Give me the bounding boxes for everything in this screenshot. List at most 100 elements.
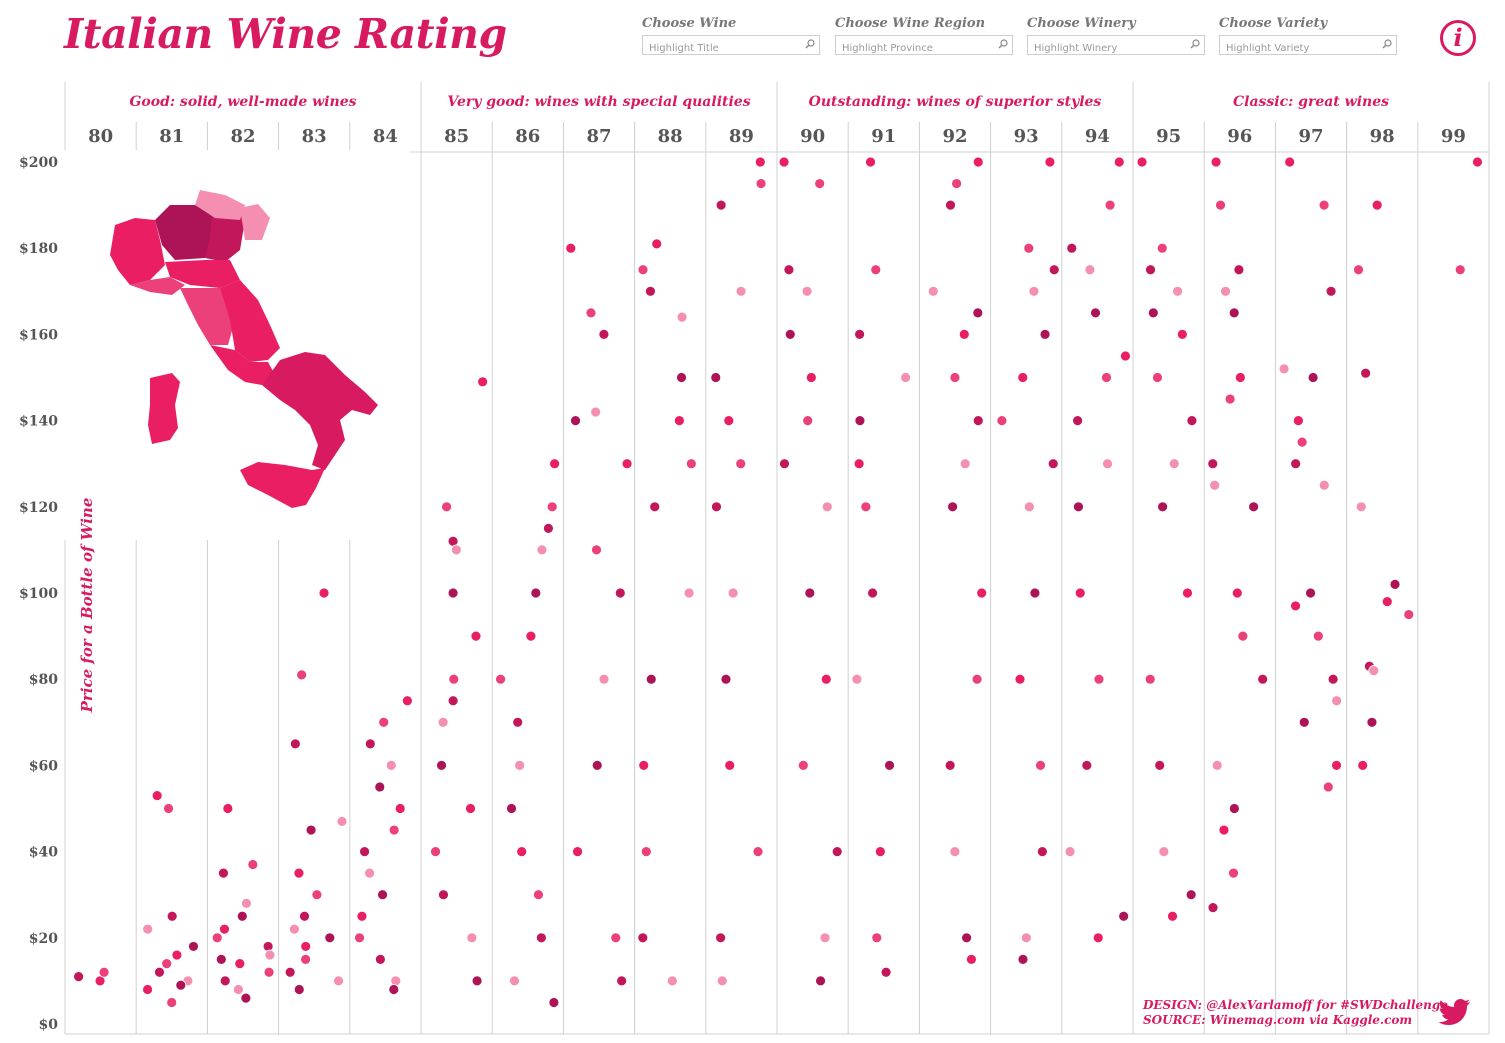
wine-point[interactable] (1305, 587, 1316, 599)
wine-point[interactable] (1318, 479, 1330, 491)
wine-point[interactable] (175, 979, 187, 991)
wine-point[interactable] (735, 285, 747, 297)
wine-point[interactable] (723, 415, 735, 427)
wine-point[interactable] (784, 328, 796, 340)
wine-point[interactable] (1318, 199, 1330, 211)
wine-point[interactable] (1017, 953, 1029, 965)
wine-point[interactable] (1182, 587, 1193, 599)
wine-point[interactable] (1296, 436, 1308, 448)
wine-point[interactable] (1039, 328, 1051, 340)
wine-point[interactable] (447, 587, 459, 599)
wine-point[interactable] (506, 803, 517, 814)
wine-point[interactable] (166, 997, 178, 1008)
wine-point[interactable] (1036, 846, 1048, 857)
wine-point[interactable] (1298, 716, 1310, 728)
wine-point[interactable] (1081, 760, 1093, 771)
wine-point[interactable] (218, 867, 229, 879)
wine-point[interactable] (448, 673, 460, 685)
wine-point[interactable] (666, 975, 678, 987)
wine-point[interactable] (972, 156, 984, 168)
wine-point[interactable] (336, 816, 348, 827)
wine-point[interactable] (1072, 415, 1084, 427)
wine-point[interactable] (831, 846, 843, 857)
wine-point[interactable] (1156, 242, 1168, 254)
wine-point[interactable] (801, 285, 813, 297)
wine-point[interactable] (1215, 199, 1226, 211)
wine-point[interactable] (1014, 673, 1026, 685)
wine-point[interactable] (865, 156, 876, 168)
wine-point[interactable] (509, 975, 520, 987)
wine-point[interactable] (311, 889, 323, 901)
wine-point[interactable] (324, 932, 336, 944)
wine-point[interactable] (300, 953, 312, 965)
filter-wine-box[interactable] (642, 35, 820, 57)
wine-point[interactable] (151, 790, 163, 801)
wine-point[interactable] (142, 984, 153, 995)
wine-point[interactable] (958, 328, 970, 340)
wine-point[interactable] (1210, 156, 1222, 168)
wine-point[interactable] (1257, 673, 1269, 685)
wine-point[interactable] (1284, 156, 1296, 168)
wine-point[interactable] (354, 932, 365, 944)
wine-point[interactable] (972, 415, 984, 427)
wine-point[interactable] (1074, 587, 1086, 599)
wine-point[interactable] (1028, 285, 1040, 297)
wine-point[interactable] (514, 760, 526, 771)
wine-point[interactable] (219, 975, 231, 987)
wine-point[interactable] (1209, 479, 1221, 491)
wine-point[interactable] (1290, 600, 1301, 612)
wine-point[interactable] (819, 932, 831, 944)
wine-point[interactable] (1371, 199, 1383, 211)
wine-point[interactable] (1044, 156, 1056, 168)
wine-point[interactable] (1331, 760, 1342, 771)
search-icon[interactable] (1382, 39, 1392, 49)
wine-point[interactable] (1029, 587, 1041, 599)
wine-point[interactable] (966, 953, 977, 965)
wine-point[interactable] (637, 264, 649, 276)
wine-point[interactable] (1228, 307, 1240, 319)
wine-point[interactable] (247, 859, 259, 870)
wine-point[interactable] (591, 544, 602, 556)
wine-point[interactable] (333, 975, 344, 987)
wine-point[interactable] (716, 975, 728, 987)
wine-point[interactable] (263, 966, 275, 978)
wine-point[interactable] (154, 966, 165, 978)
wine-point[interactable] (219, 923, 230, 935)
wine-point[interactable] (651, 238, 663, 250)
wine-point[interactable] (378, 716, 390, 728)
wine-point[interactable] (1023, 242, 1035, 254)
wine-point[interactable] (296, 669, 308, 681)
info-icon[interactable]: i (1440, 20, 1476, 56)
wine-point[interactable] (436, 760, 447, 771)
wine-point[interactable] (1331, 695, 1343, 707)
wine-point[interactable] (1292, 415, 1304, 427)
wine-point[interactable] (240, 992, 252, 1004)
wine-point[interactable] (1154, 760, 1166, 771)
wine-point[interactable] (1172, 285, 1184, 297)
wine-point[interactable] (853, 458, 865, 470)
wine-point[interactable] (598, 673, 610, 685)
wine-point[interactable] (1290, 458, 1302, 470)
wine-point[interactable] (640, 846, 652, 857)
wine-point[interactable] (676, 311, 688, 323)
wine-point[interactable] (565, 242, 577, 254)
wine-point[interactable] (171, 949, 183, 961)
wine-point[interactable] (401, 695, 413, 707)
winery-search-input[interactable] (1028, 40, 1184, 57)
wine-point[interactable] (1048, 264, 1060, 276)
wine-point[interactable] (437, 716, 449, 728)
wine-point[interactable] (300, 941, 312, 952)
wine-point[interactable] (1220, 285, 1231, 297)
search-icon[interactable] (1190, 39, 1200, 49)
wine-point[interactable] (234, 958, 246, 970)
wine-point[interactable] (927, 285, 939, 297)
wine-point[interactable] (1278, 363, 1290, 375)
wine-point[interactable] (598, 328, 610, 340)
wine-point[interactable] (1224, 393, 1236, 405)
wine-point[interactable] (683, 587, 695, 599)
wine-point[interactable] (614, 587, 626, 599)
wine-point[interactable] (884, 760, 895, 771)
wine-point[interactable] (512, 716, 524, 728)
filter-variety-box[interactable] (1219, 35, 1397, 57)
wine-point[interactable] (649, 501, 661, 513)
